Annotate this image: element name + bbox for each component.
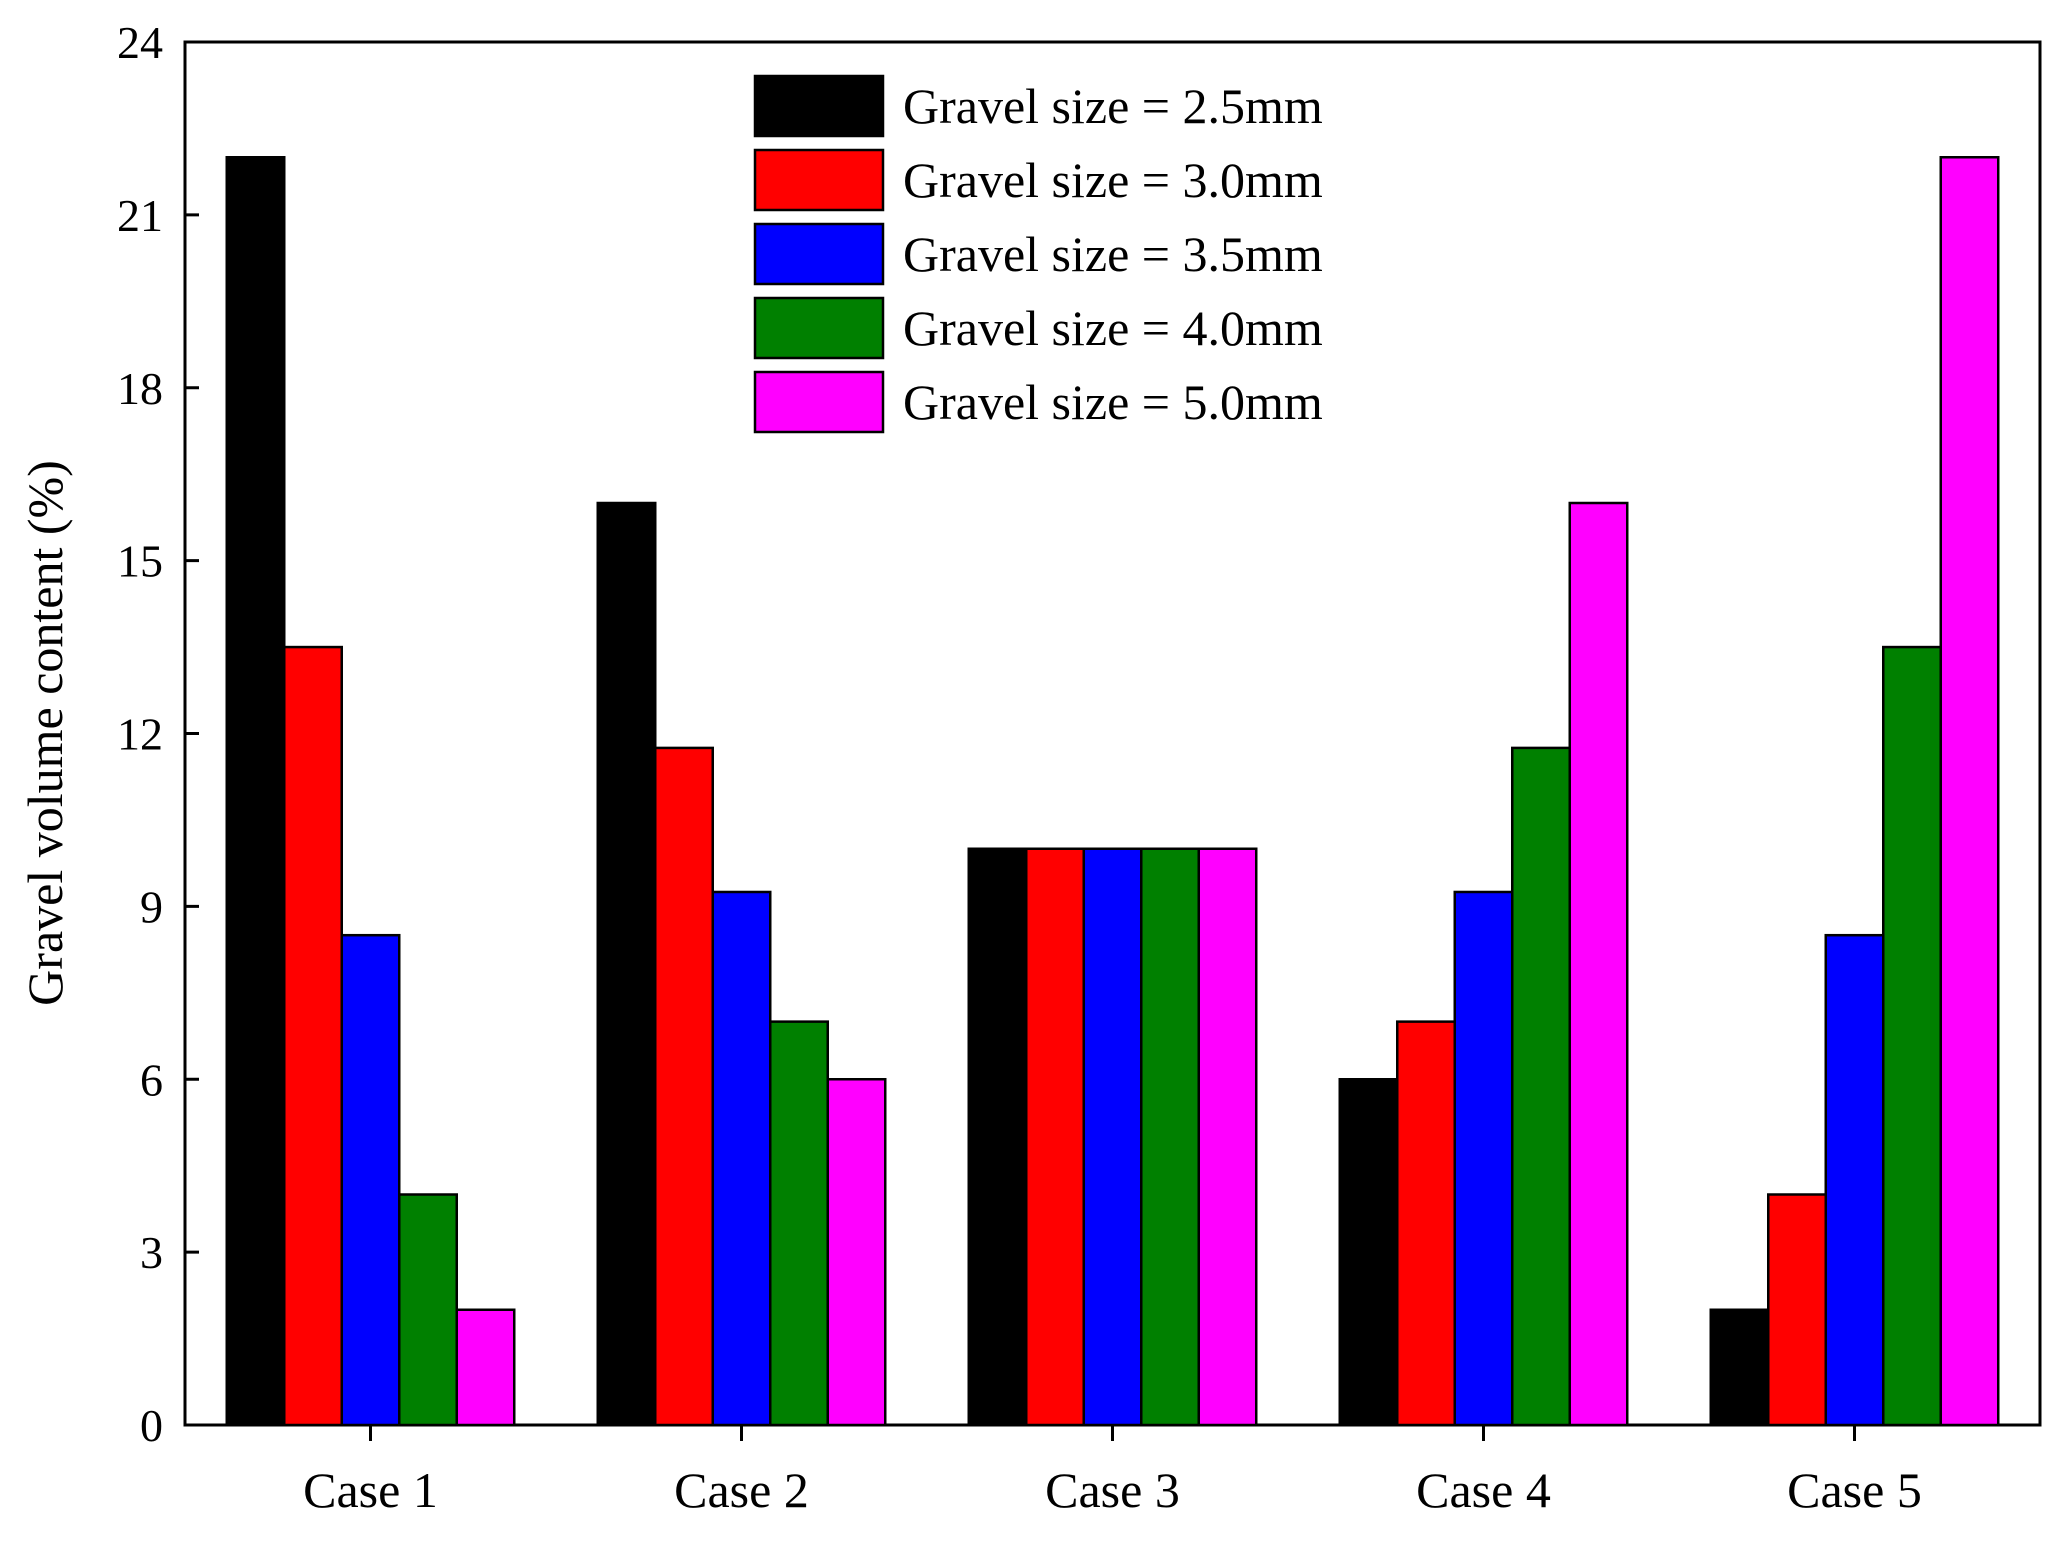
legend-swatch xyxy=(753,296,885,360)
legend-label: Gravel size = 4.0mm xyxy=(903,300,1323,356)
y-tick-label: 12 xyxy=(117,709,163,760)
y-tick-label: 15 xyxy=(117,536,163,587)
axis-ticks: 0 3 6 9 12 15 18 21 24 Case 1 Case 2 Case 3 Case 4 Ca… xyxy=(117,17,1922,1518)
bars xyxy=(225,156,2000,1427)
bar-2-3 xyxy=(711,890,772,1427)
x-tick-label: Case 1 xyxy=(303,1462,438,1518)
y-tick-label: 21 xyxy=(117,190,163,241)
bar-4-3 xyxy=(1453,890,1514,1427)
y-axis-label: Gravel volume content (%) xyxy=(17,460,73,1006)
bar-1-1 xyxy=(225,156,286,1427)
y-tick-label: 18 xyxy=(117,363,163,414)
bar-2-4 xyxy=(769,1020,829,1427)
bar-2-2 xyxy=(654,746,714,1427)
bar-4-4 xyxy=(1511,746,1571,1427)
bar-5-1 xyxy=(1709,1308,1770,1427)
legend-swatch xyxy=(753,148,885,212)
bar-3-1 xyxy=(967,847,1028,1427)
y-tick-label: 0 xyxy=(140,1400,163,1451)
bar-5-2 xyxy=(1767,1193,1827,1427)
y-tick-label: 6 xyxy=(140,1054,163,1105)
bar-1-4 xyxy=(398,1193,458,1427)
legend-label: Gravel size = 2.5mm xyxy=(903,78,1323,134)
legend: Gravel size = 2.5mm Gravel size = 3.0mm Gr… xyxy=(753,74,1323,434)
legend-swatch xyxy=(753,370,885,434)
x-tick-label: Case 3 xyxy=(1045,1462,1180,1518)
bar-3-3 xyxy=(1082,847,1143,1427)
y-tick-label: 9 xyxy=(140,881,163,932)
y-tick-label: 3 xyxy=(140,1227,163,1278)
legend-label: Gravel size = 3.0mm xyxy=(903,152,1323,208)
x-tick-label: Case 2 xyxy=(674,1462,809,1518)
bar-5-5 xyxy=(1939,156,2000,1427)
legend-swatch xyxy=(753,222,885,286)
x-tick-label: Case 4 xyxy=(1416,1462,1551,1518)
bar-3-2 xyxy=(1025,847,1085,1427)
x-tick-label: Case 5 xyxy=(1787,1462,1922,1518)
legend-label: Gravel size = 5.0mm xyxy=(903,374,1323,430)
bar-3-5 xyxy=(1197,847,1258,1427)
y-tick-label: 24 xyxy=(117,17,163,68)
legend-label: Gravel size = 3.5mm xyxy=(903,226,1323,282)
legend-swatch xyxy=(753,74,885,138)
bar-1-5 xyxy=(455,1308,516,1427)
bar-1-3 xyxy=(340,933,401,1427)
bar-2-1 xyxy=(596,501,657,1427)
bar-5-3 xyxy=(1824,933,1885,1427)
bar-4-2 xyxy=(1396,1020,1456,1427)
bar-2-5 xyxy=(826,1078,887,1427)
bar-3-4 xyxy=(1140,847,1200,1427)
bar-5-4 xyxy=(1882,645,1942,1427)
bar-4-1 xyxy=(1338,1078,1399,1427)
bar-1-2 xyxy=(283,645,343,1427)
bar-4-5 xyxy=(1568,501,1629,1427)
